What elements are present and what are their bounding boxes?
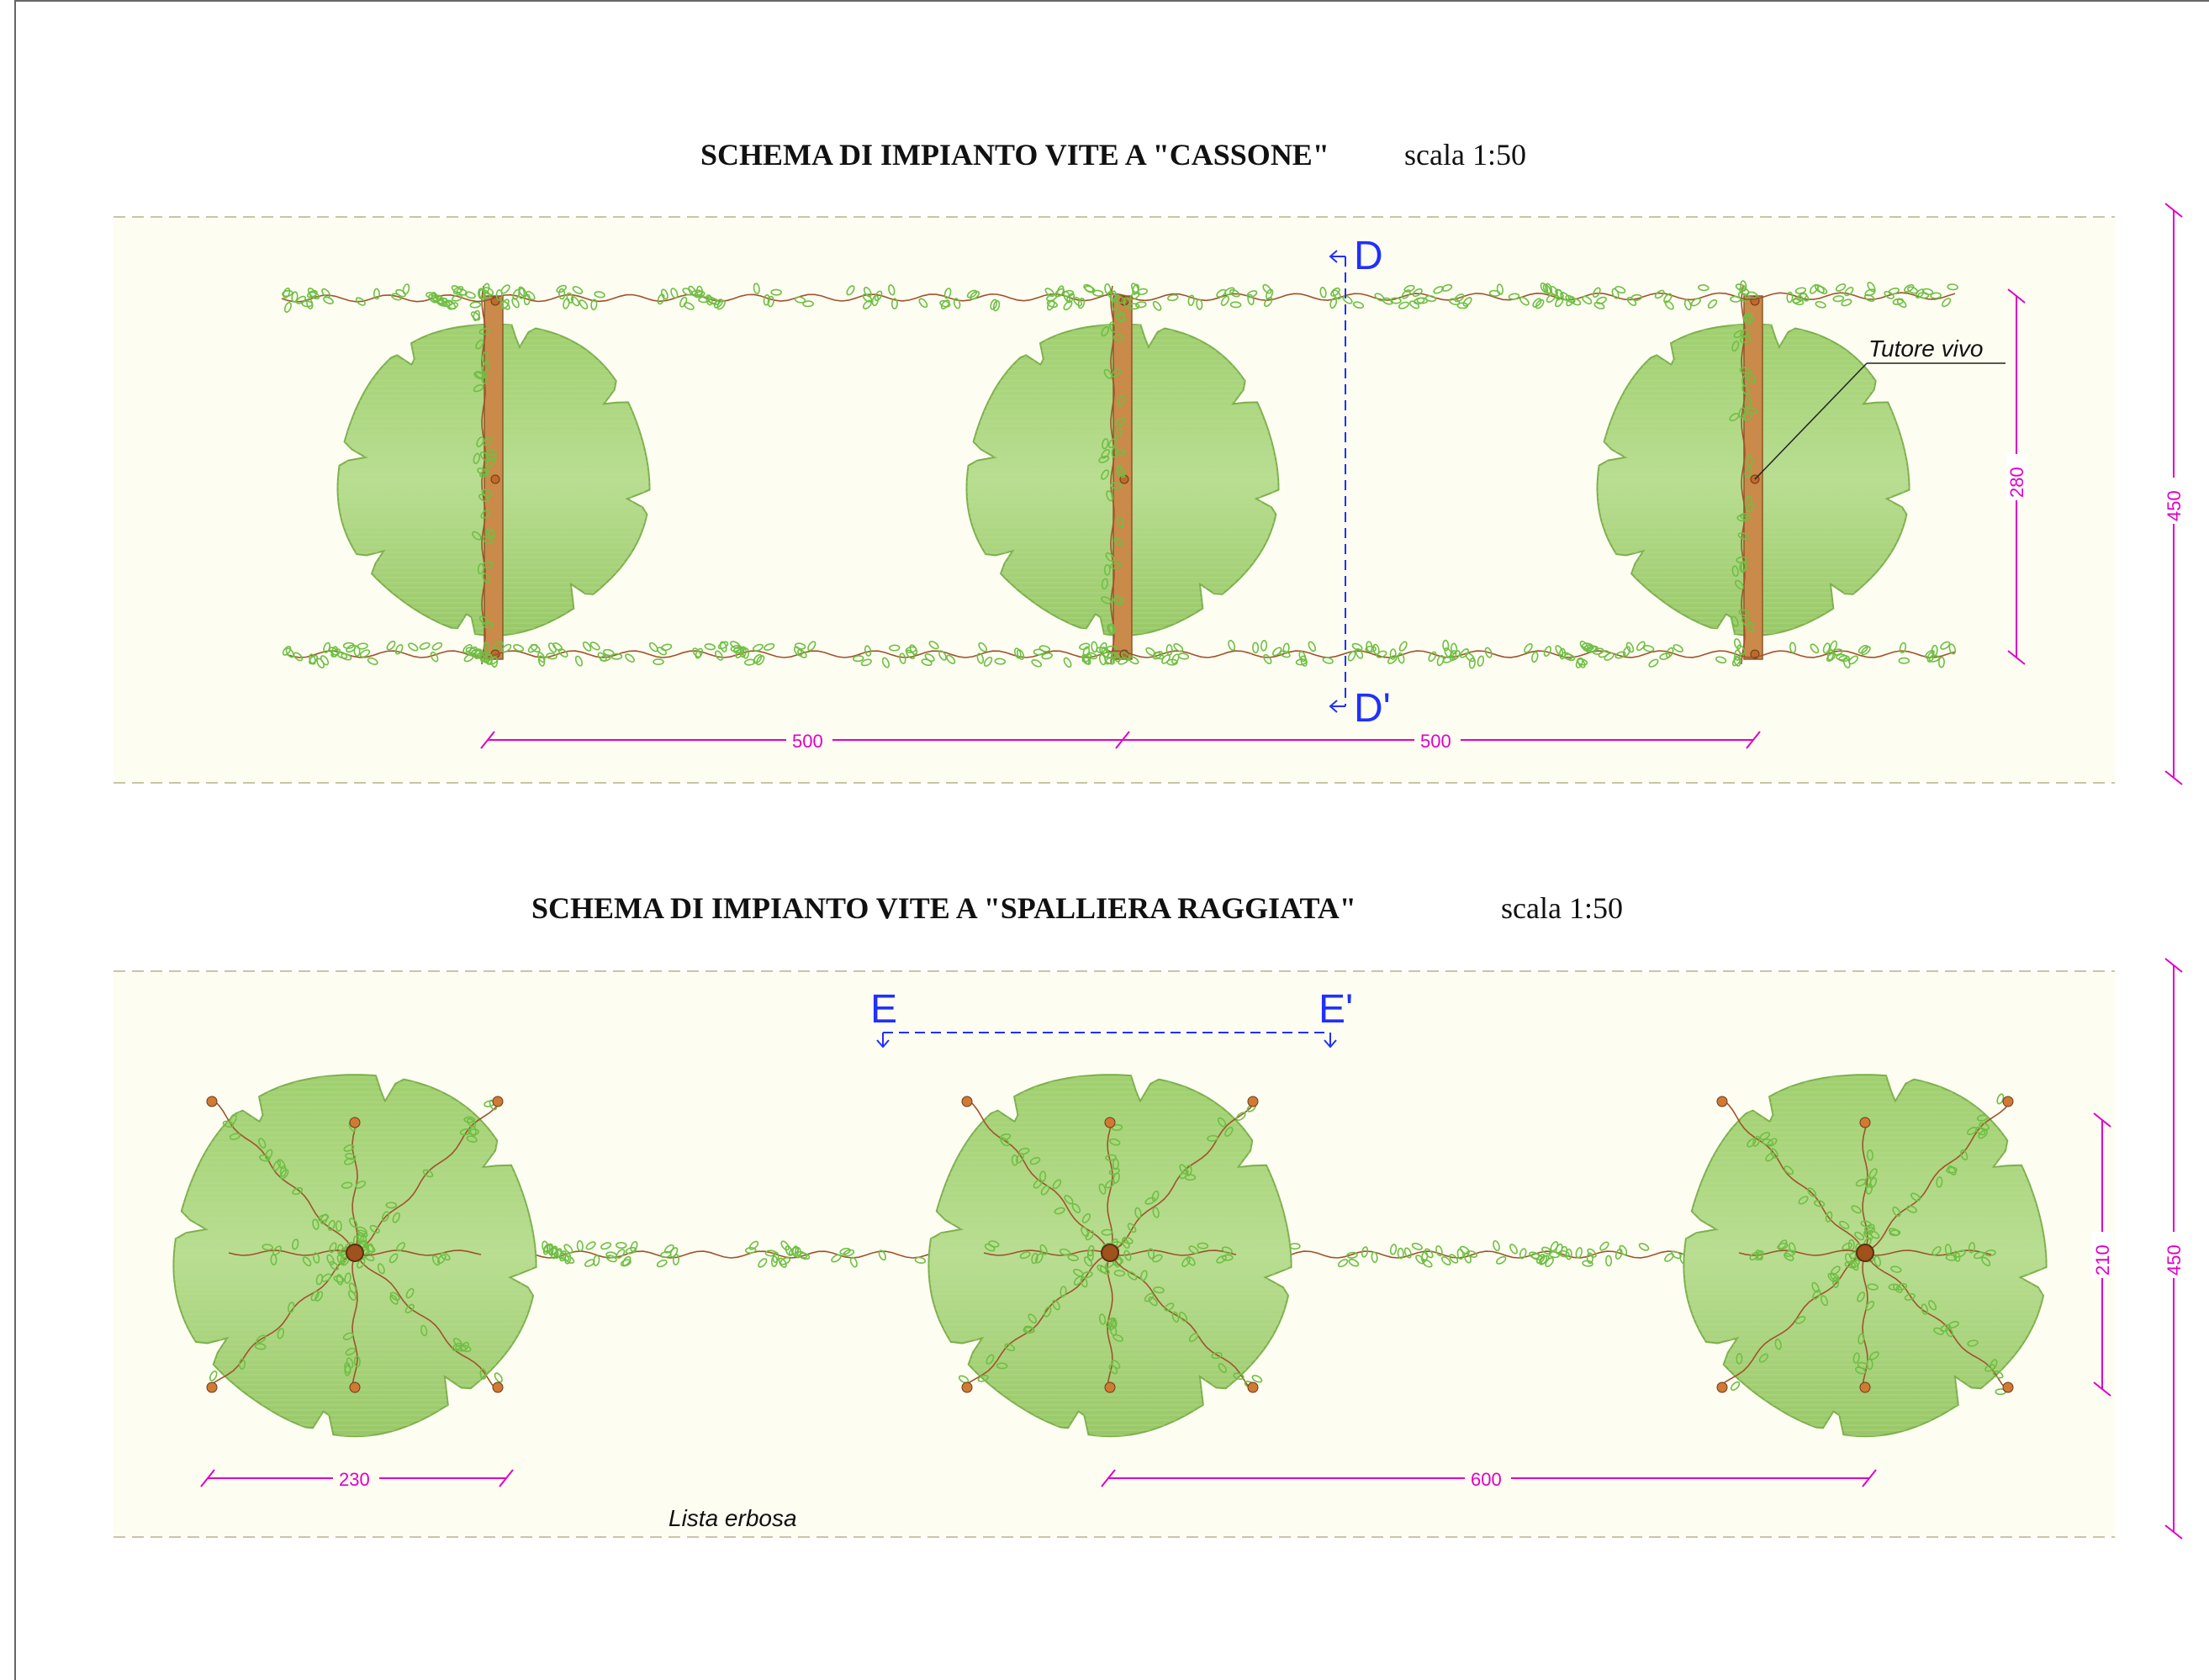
cassone-stake-vine-2 (1098, 283, 1127, 665)
cassone-vine-rows (281, 282, 1958, 669)
dimension-500-left-label: 500 (792, 731, 823, 752)
cassone-scale: scala 1:50 (1404, 138, 1526, 172)
section-line-e (876, 1032, 1337, 1049)
section-label-e-prime: E' (1319, 987, 1353, 1032)
dimension-600 (1101, 1468, 1877, 1488)
dimension-450-top (2164, 203, 2184, 785)
dimension-280 (2006, 288, 2027, 665)
cassone-vine-row-top (281, 282, 1958, 314)
section-line-d (1329, 250, 1346, 713)
dimension-450-bottom (2164, 958, 2184, 1540)
dimension-500-left (480, 730, 1130, 750)
dimension-450-top-label: 450 (2164, 490, 2185, 521)
dimension-280-label: 280 (2006, 467, 2027, 498)
cassone-stake-3 (1743, 295, 1763, 660)
dimension-600-label: 600 (1471, 1469, 1502, 1490)
dimension-500-right-label: 500 (1420, 731, 1451, 752)
spalliera-plant-group (172, 1074, 2048, 1438)
section-label-d-prime: D' (1354, 686, 1391, 731)
lista-erbosa-label: Lista erbosa (669, 1505, 797, 1531)
dimension-450-bottom-label: 450 (2164, 1244, 2185, 1276)
section-label-d: D (1354, 234, 1383, 278)
dimension-500-right (1123, 730, 1761, 750)
cassone-vine-row-bottom (282, 639, 1957, 669)
spalliera-fan-3 (1716, 1093, 2014, 1396)
dimension-210-label: 210 (2092, 1244, 2113, 1276)
tutore-vivo-label: Tutore vivo (1868, 335, 1983, 362)
cassone-stake-vine-1 (469, 283, 497, 665)
dimension-230-label: 230 (339, 1469, 370, 1490)
spalliera-fan-1 (206, 1096, 504, 1393)
spalliera-scale: scala 1:50 (1501, 891, 1623, 925)
cassone-stake-1 (484, 295, 504, 660)
cassone-title: SCHEMA DI IMPIANTO VITE A "CASSONE" (700, 138, 1329, 172)
cassone-plant-group (336, 280, 1910, 665)
spalliera-title: SCHEMA DI IMPIANTO VITE A "SPALLIERA RAG… (531, 891, 1356, 925)
spalliera-fan-2 (958, 1096, 1263, 1393)
dimension-230 (200, 1468, 514, 1488)
section-label-e: E (870, 987, 897, 1032)
dimension-210 (2092, 1112, 2112, 1397)
tutore-leader-line (1754, 362, 1868, 480)
